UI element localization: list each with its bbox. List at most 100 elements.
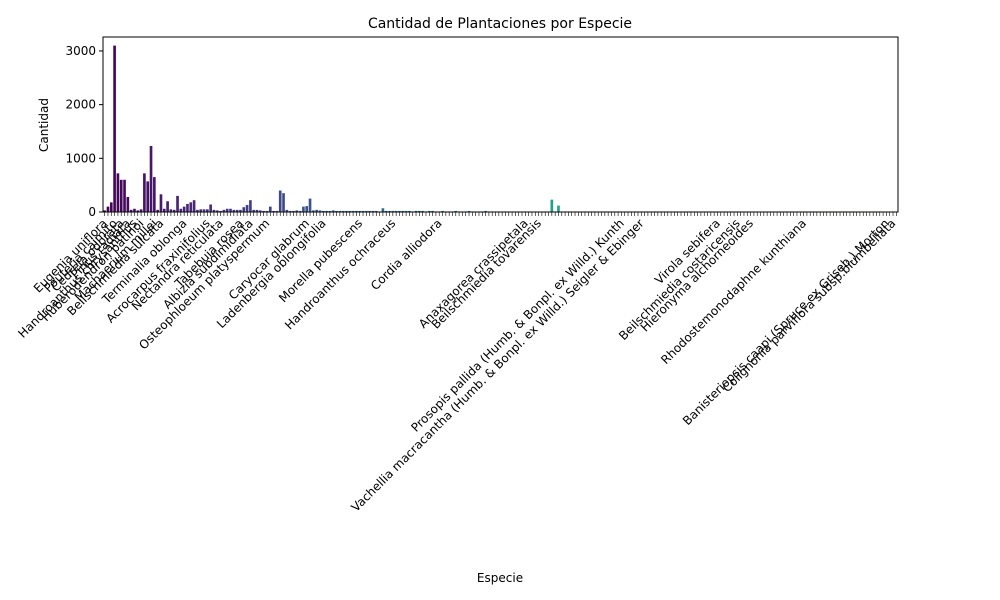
bar bbox=[209, 204, 212, 212]
x-tick-label: Colignonia parviflora subsp.biumbellata bbox=[720, 216, 899, 395]
bar bbox=[156, 209, 159, 212]
bar bbox=[275, 210, 279, 212]
bar bbox=[239, 209, 242, 212]
bar bbox=[235, 209, 239, 212]
bar bbox=[384, 210, 388, 212]
bar bbox=[335, 210, 338, 212]
y-tick-label: 2000 bbox=[65, 98, 96, 112]
bar bbox=[106, 206, 110, 212]
bar bbox=[431, 210, 434, 212]
bar bbox=[421, 210, 424, 212]
bar bbox=[196, 209, 199, 212]
bar bbox=[381, 208, 385, 212]
bar bbox=[265, 210, 269, 212]
bar bbox=[272, 210, 275, 212]
bar bbox=[143, 173, 146, 212]
bar bbox=[557, 205, 560, 212]
bar bbox=[325, 210, 328, 212]
bar bbox=[408, 210, 411, 212]
y-axis-label: Cantidad bbox=[37, 98, 51, 152]
bar bbox=[371, 210, 375, 212]
bar bbox=[252, 209, 256, 212]
bar bbox=[292, 210, 295, 212]
bar bbox=[242, 207, 246, 212]
bar bbox=[136, 210, 140, 212]
bar bbox=[182, 206, 186, 212]
bar bbox=[116, 173, 120, 212]
bar bbox=[199, 209, 203, 212]
bar bbox=[179, 208, 183, 212]
bar bbox=[321, 210, 325, 212]
bar bbox=[225, 208, 229, 212]
bar bbox=[305, 206, 309, 212]
bar bbox=[139, 209, 143, 212]
y-tick-label: 0 bbox=[88, 205, 96, 219]
bar bbox=[219, 210, 222, 212]
bar bbox=[345, 210, 348, 212]
bar bbox=[358, 210, 362, 212]
bar bbox=[176, 195, 179, 212]
bar bbox=[153, 177, 156, 212]
bar bbox=[232, 209, 236, 212]
bar bbox=[249, 200, 252, 212]
bar bbox=[365, 210, 368, 212]
bar bbox=[348, 210, 352, 212]
bar bbox=[341, 210, 345, 212]
bar bbox=[278, 190, 282, 212]
bar bbox=[361, 210, 365, 212]
bar bbox=[149, 145, 153, 212]
bar bbox=[169, 209, 173, 212]
bar bbox=[288, 210, 292, 212]
bar bbox=[109, 202, 113, 212]
bar bbox=[268, 206, 272, 212]
bar bbox=[302, 206, 305, 212]
bar bbox=[262, 210, 265, 212]
bar bbox=[315, 209, 318, 212]
bar bbox=[467, 210, 471, 212]
bar bbox=[401, 210, 405, 212]
bar bbox=[318, 210, 322, 212]
bar bbox=[206, 209, 209, 212]
bar bbox=[414, 210, 418, 212]
bar bbox=[454, 210, 458, 212]
bar bbox=[404, 210, 408, 212]
bar bbox=[215, 210, 219, 212]
bar bbox=[338, 210, 342, 212]
bar bbox=[146, 181, 150, 212]
bar bbox=[394, 210, 398, 212]
bar bbox=[162, 208, 166, 212]
bar bbox=[126, 196, 130, 212]
bar bbox=[285, 209, 289, 212]
bar bbox=[328, 210, 332, 212]
bar bbox=[103, 210, 106, 212]
y-tick-label: 3000 bbox=[65, 44, 96, 58]
bar bbox=[245, 205, 249, 212]
bar bbox=[202, 209, 206, 212]
bar bbox=[427, 210, 431, 212]
bar bbox=[255, 209, 259, 212]
plot-frame bbox=[102, 36, 899, 213]
bar bbox=[398, 210, 401, 212]
bar bbox=[391, 210, 395, 212]
bar bbox=[189, 202, 193, 212]
bar bbox=[166, 201, 169, 212]
bar bbox=[186, 203, 189, 212]
bar bbox=[298, 210, 302, 212]
bar bbox=[129, 209, 133, 212]
bar bbox=[355, 210, 358, 212]
bar bbox=[259, 210, 262, 212]
bar bbox=[368, 210, 371, 212]
bar bbox=[351, 210, 355, 212]
bar bbox=[229, 208, 232, 212]
bar bbox=[388, 210, 391, 212]
bar bbox=[282, 193, 285, 212]
bar bbox=[133, 208, 136, 212]
bar bbox=[441, 210, 444, 212]
bar bbox=[172, 209, 176, 212]
bar bbox=[550, 199, 554, 212]
bar bbox=[192, 200, 196, 212]
bar bbox=[308, 198, 312, 212]
bar bbox=[159, 194, 163, 212]
bar bbox=[312, 210, 315, 212]
bar bbox=[484, 210, 487, 212]
